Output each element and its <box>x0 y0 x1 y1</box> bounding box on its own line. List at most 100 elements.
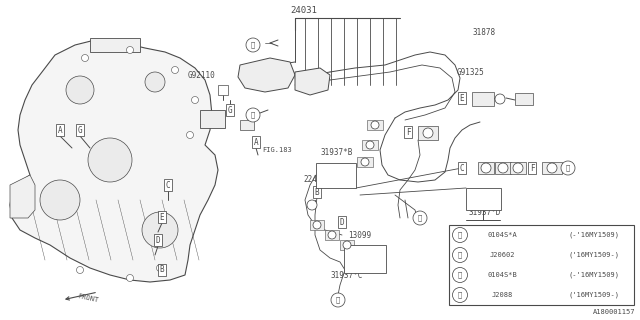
Circle shape <box>313 221 321 229</box>
Polygon shape <box>10 40 218 282</box>
Bar <box>200 110 225 128</box>
Text: D: D <box>340 218 344 227</box>
Bar <box>515 93 533 105</box>
Circle shape <box>513 163 523 173</box>
Text: C: C <box>460 164 464 172</box>
Circle shape <box>371 121 379 129</box>
Circle shape <box>307 200 317 210</box>
Text: 0104S*B: 0104S*B <box>487 272 517 278</box>
Circle shape <box>186 132 193 139</box>
Bar <box>362 140 378 150</box>
Bar <box>90 38 140 52</box>
Circle shape <box>127 46 134 53</box>
Polygon shape <box>295 68 330 95</box>
Text: ②: ② <box>251 112 255 118</box>
Circle shape <box>77 267 83 274</box>
Polygon shape <box>238 58 295 92</box>
Text: 22445: 22445 <box>303 175 326 184</box>
Circle shape <box>157 265 163 271</box>
Circle shape <box>172 67 179 74</box>
Circle shape <box>361 158 369 166</box>
Circle shape <box>328 231 336 239</box>
Bar <box>218 85 228 95</box>
Circle shape <box>452 287 467 302</box>
Bar <box>344 245 386 273</box>
Text: ①: ① <box>566 165 570 171</box>
Bar <box>418 126 438 140</box>
Bar <box>340 240 354 250</box>
Text: 31937*C: 31937*C <box>330 271 362 280</box>
Text: ('16MY1509-): ('16MY1509-) <box>568 292 620 298</box>
Bar <box>367 120 383 130</box>
Text: ②: ② <box>458 292 462 298</box>
Circle shape <box>452 228 467 243</box>
Text: G92110: G92110 <box>188 71 216 80</box>
Text: FIG.183: FIG.183 <box>262 147 292 153</box>
Bar <box>510 162 526 174</box>
Text: G: G <box>228 106 232 115</box>
Circle shape <box>547 163 557 173</box>
Bar <box>357 157 373 167</box>
Circle shape <box>366 141 374 149</box>
Text: 31937*B: 31937*B <box>320 148 353 157</box>
Text: ①: ① <box>418 215 422 221</box>
Text: (-'16MY1509): (-'16MY1509) <box>568 232 620 238</box>
Circle shape <box>66 76 94 104</box>
Circle shape <box>145 72 165 92</box>
Bar <box>325 230 339 240</box>
Circle shape <box>331 293 345 307</box>
Text: J2088: J2088 <box>492 292 513 298</box>
Bar <box>449 225 634 305</box>
Text: G: G <box>77 125 83 134</box>
Text: 31937*D: 31937*D <box>468 208 500 217</box>
Text: ②: ② <box>458 272 462 278</box>
Polygon shape <box>10 175 35 218</box>
Text: FRONT: FRONT <box>77 293 99 303</box>
Text: J20602: J20602 <box>489 252 515 258</box>
Text: E: E <box>160 212 164 221</box>
Text: E: E <box>460 93 464 102</box>
Circle shape <box>452 247 467 262</box>
Bar <box>478 162 494 174</box>
Text: ①: ① <box>251 42 255 48</box>
Circle shape <box>88 138 132 182</box>
Circle shape <box>127 275 134 282</box>
Text: 31878: 31878 <box>472 28 495 37</box>
Bar <box>466 188 501 210</box>
Circle shape <box>423 128 433 138</box>
Circle shape <box>452 268 467 283</box>
Bar <box>240 120 254 130</box>
Text: D: D <box>156 236 160 244</box>
Circle shape <box>246 108 260 122</box>
Bar <box>542 162 562 174</box>
Circle shape <box>495 94 505 104</box>
Bar <box>316 163 356 188</box>
Text: 24031: 24031 <box>290 6 317 15</box>
Text: A180001157: A180001157 <box>593 309 635 315</box>
Text: G91325: G91325 <box>457 68 484 77</box>
Text: B: B <box>315 188 319 196</box>
Text: A: A <box>58 125 62 134</box>
Text: G91327: G91327 <box>470 191 498 200</box>
Circle shape <box>40 180 80 220</box>
Text: ①: ① <box>458 232 462 238</box>
Circle shape <box>481 163 491 173</box>
Text: (-'16MY1509): (-'16MY1509) <box>568 272 620 278</box>
Text: F: F <box>406 127 410 137</box>
Text: 0104S*A: 0104S*A <box>487 232 517 238</box>
Circle shape <box>498 163 508 173</box>
Circle shape <box>561 161 575 175</box>
Bar <box>472 92 494 106</box>
Text: ①: ① <box>336 297 340 303</box>
Text: A: A <box>253 138 259 147</box>
Circle shape <box>343 241 351 249</box>
Text: C: C <box>166 180 170 189</box>
Circle shape <box>413 211 427 225</box>
Circle shape <box>81 54 88 61</box>
Text: 13099: 13099 <box>348 231 371 240</box>
Text: ('16MY1509-): ('16MY1509-) <box>568 252 620 258</box>
Circle shape <box>191 97 198 103</box>
Text: B: B <box>160 266 164 275</box>
Text: F: F <box>530 164 534 172</box>
Circle shape <box>246 38 260 52</box>
